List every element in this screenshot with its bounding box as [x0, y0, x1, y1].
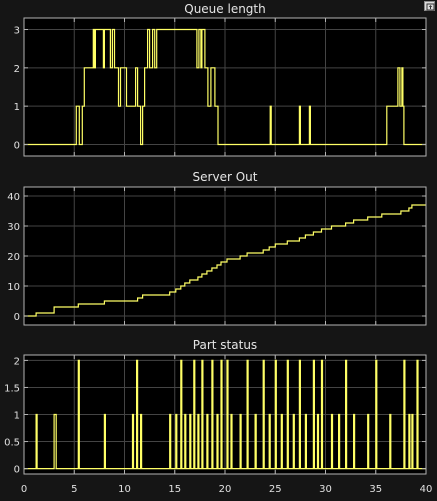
- x-tick-label: 40: [420, 484, 433, 495]
- y-tick-label: 0.5: [4, 438, 20, 449]
- y-tick-label: 40: [7, 192, 20, 203]
- x-tick-label: 15: [168, 484, 181, 495]
- x-tick-label: 30: [319, 484, 332, 495]
- series-line: [24, 204, 426, 317]
- y-tick-label: 20: [7, 252, 20, 263]
- chart-title: Part status: [193, 338, 257, 352]
- y-tick-label: 1: [14, 102, 20, 113]
- chart-title: Server Out: [193, 170, 258, 184]
- y-tick-label: 30: [7, 222, 20, 233]
- x-tick-label: 0: [21, 484, 27, 495]
- series-line: [24, 359, 426, 470]
- x-tick-label: 25: [269, 484, 282, 495]
- y-tick-label: 0: [14, 141, 20, 152]
- x-tick-label: 20: [219, 484, 232, 495]
- y-tick-label: 2: [14, 356, 20, 367]
- undock-button[interactable]: [424, 1, 435, 11]
- series-line: [24, 28, 426, 146]
- y-tick-label: 1: [14, 411, 20, 422]
- chart-panel-1: 0 1 2 3 Queue length: [14, 2, 427, 157]
- x-tick-label: 5: [71, 484, 77, 495]
- y-tick-label: 10: [7, 282, 20, 293]
- chart-panel-2: 0 10 20 30 40 Server Out: [7, 170, 427, 326]
- y-tick-label: 0: [14, 465, 20, 476]
- y-tick-label: 1.5: [4, 383, 20, 394]
- y-tick-label: 2: [14, 64, 20, 75]
- y-tick-label: 0: [14, 312, 20, 323]
- x-tick-label: 10: [118, 484, 131, 495]
- chart-title: Queue length: [184, 2, 266, 16]
- undock-icon: [426, 3, 435, 11]
- y-tick-label: 3: [14, 26, 20, 37]
- x-tick-label: 35: [369, 484, 382, 495]
